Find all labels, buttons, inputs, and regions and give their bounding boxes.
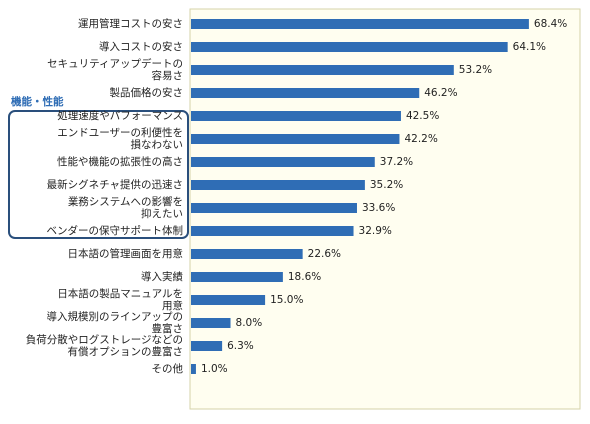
bar xyxy=(191,88,420,98)
category-label: 導入規模別のラインアップの豊富さ xyxy=(47,310,184,335)
group-label: 機能・性能 xyxy=(11,95,64,108)
value-label: 42.2% xyxy=(404,133,437,145)
value-label: 68.4% xyxy=(534,18,567,30)
bar xyxy=(191,226,354,236)
bar xyxy=(191,42,508,52)
value-label: 18.6% xyxy=(288,271,321,283)
bar xyxy=(191,364,196,374)
category-label: 日本語の管理画面を用意 xyxy=(68,247,184,260)
category-label: 運用管理コストの安さ xyxy=(78,17,183,30)
category-label: 製品価格の安さ xyxy=(110,86,184,99)
category-label: ベンダーの保守サポート体制 xyxy=(47,224,184,237)
bar xyxy=(191,203,357,213)
category-label: 導入実績 xyxy=(141,270,183,283)
bar xyxy=(191,65,454,75)
bar xyxy=(191,111,401,121)
value-label: 22.6% xyxy=(308,248,341,260)
value-label: 1.0% xyxy=(201,363,228,375)
value-label: 32.9% xyxy=(359,225,392,237)
category-label: 業務システムへの影響を抑えたい xyxy=(68,195,183,220)
value-label: 37.2% xyxy=(380,156,413,168)
category-label: 性能や機能の拡張性の高さ xyxy=(57,155,183,168)
category-label: 負荷分散やログストレージなどの有償オプションの豊富さ xyxy=(26,333,183,358)
value-label: 46.2% xyxy=(424,87,457,99)
category-label: 最新シグネチャ提供の迅速さ xyxy=(47,178,183,191)
category-label: 処理速度やパフォーマンス xyxy=(57,109,183,122)
value-label: 8.0% xyxy=(236,317,263,329)
value-label: 35.2% xyxy=(370,179,403,191)
value-label: 53.2% xyxy=(459,64,492,76)
bar xyxy=(191,19,529,29)
bar xyxy=(191,180,365,190)
bar xyxy=(191,341,223,351)
bar xyxy=(191,295,266,305)
value-label: 6.3% xyxy=(227,340,254,352)
category-label: その他 xyxy=(152,362,184,375)
value-label: 64.1% xyxy=(513,41,546,53)
category-label: 日本語の製品マニュアルを用意 xyxy=(57,287,183,312)
bar xyxy=(191,134,400,144)
value-label: 15.0% xyxy=(270,294,303,306)
value-label: 42.5% xyxy=(406,110,439,122)
category-label: セキュリティアップデートの容易さ xyxy=(47,57,183,82)
category-label: 導入コストの安さ xyxy=(99,40,183,53)
bar xyxy=(191,318,231,328)
value-label: 33.6% xyxy=(362,202,395,214)
group-box xyxy=(8,110,189,239)
bar xyxy=(191,249,303,259)
bar xyxy=(191,157,375,167)
bar xyxy=(191,272,283,282)
category-label: エンドユーザーの利便性を損なわない xyxy=(57,126,183,151)
